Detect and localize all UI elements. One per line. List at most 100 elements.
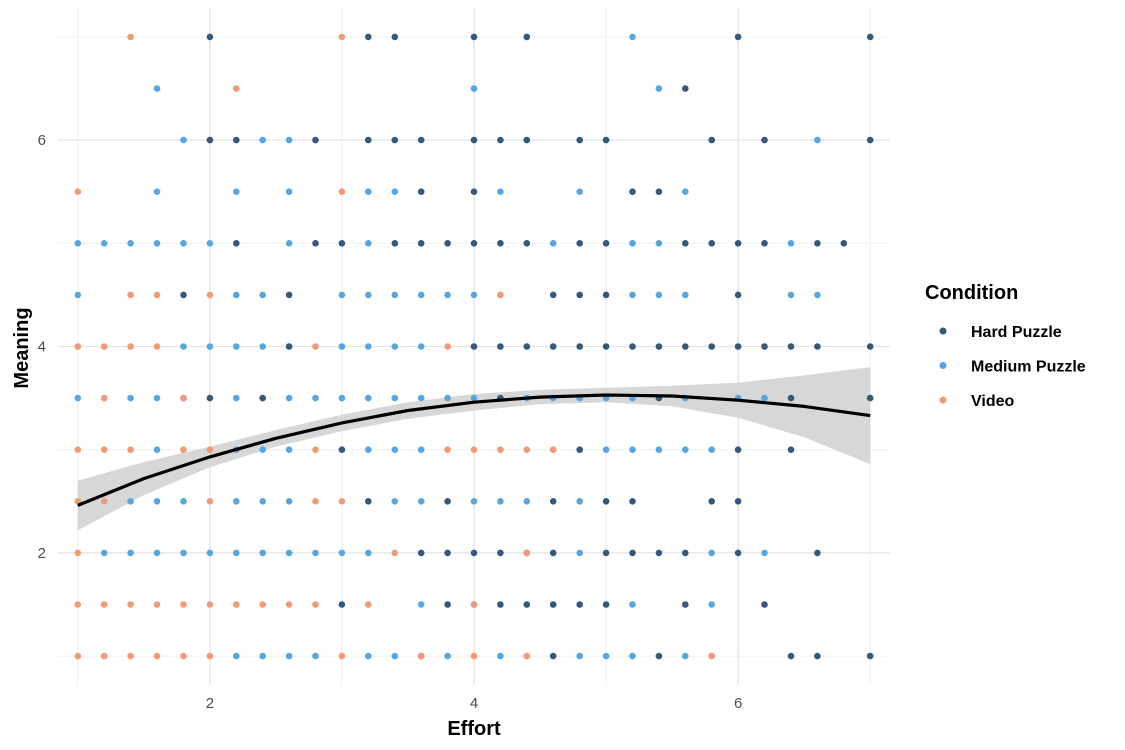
data-point bbox=[470, 652, 478, 660]
data-point bbox=[576, 549, 583, 557]
data-point bbox=[259, 343, 267, 350]
legend-key bbox=[939, 362, 947, 369]
data-point bbox=[100, 549, 108, 557]
data-point bbox=[206, 549, 214, 557]
data-point bbox=[153, 240, 161, 247]
data-point bbox=[602, 549, 610, 557]
data-point bbox=[127, 652, 134, 660]
data-point bbox=[365, 498, 372, 505]
data-point bbox=[312, 446, 319, 454]
data-point bbox=[180, 291, 187, 299]
data-point bbox=[100, 394, 108, 402]
data-point bbox=[127, 498, 134, 505]
data-point bbox=[180, 240, 187, 247]
data-point bbox=[100, 446, 108, 454]
data-point bbox=[814, 652, 821, 660]
data-point bbox=[312, 601, 319, 608]
data-point bbox=[497, 498, 504, 505]
data-point bbox=[787, 394, 795, 402]
data-point bbox=[417, 291, 425, 299]
data-point bbox=[312, 343, 319, 350]
data-point bbox=[497, 601, 504, 608]
data-point bbox=[523, 136, 531, 144]
data-point bbox=[338, 291, 346, 299]
data-point bbox=[417, 498, 425, 505]
data-point bbox=[470, 291, 478, 299]
data-point bbox=[206, 136, 214, 144]
data-point bbox=[682, 549, 689, 557]
data-point bbox=[180, 601, 187, 608]
data-point bbox=[312, 652, 319, 660]
data-point bbox=[497, 188, 504, 195]
data-point bbox=[761, 394, 768, 402]
data-point bbox=[866, 652, 874, 660]
data-point bbox=[127, 549, 134, 557]
data-point bbox=[497, 136, 504, 144]
data-point bbox=[549, 343, 557, 350]
data-point bbox=[74, 343, 82, 350]
data-point bbox=[153, 549, 161, 557]
data-point bbox=[285, 240, 293, 247]
data-point bbox=[180, 498, 187, 505]
series-hard-puzzle bbox=[180, 33, 874, 660]
data-point bbox=[814, 549, 821, 557]
x-tick-label: 4 bbox=[470, 695, 478, 712]
data-point bbox=[74, 601, 82, 608]
data-point bbox=[523, 498, 531, 505]
data-point bbox=[629, 240, 636, 247]
smooth-line-layer bbox=[77, 393, 871, 507]
data-point bbox=[497, 652, 504, 660]
data-point bbox=[444, 446, 451, 454]
data-point bbox=[365, 33, 372, 41]
data-point bbox=[206, 291, 214, 299]
data-point bbox=[338, 394, 346, 402]
data-point bbox=[655, 291, 663, 299]
data-point bbox=[629, 498, 636, 505]
data-point bbox=[497, 343, 504, 350]
x-axis-title: Effort bbox=[447, 718, 501, 740]
data-point bbox=[470, 136, 478, 144]
data-point bbox=[206, 240, 214, 247]
data-point bbox=[233, 652, 240, 660]
data-point bbox=[365, 343, 372, 350]
data-point bbox=[153, 188, 161, 195]
data-point bbox=[708, 240, 715, 247]
data-point bbox=[312, 549, 319, 557]
data-point bbox=[708, 136, 715, 144]
data-point bbox=[127, 240, 134, 247]
data-point bbox=[391, 394, 399, 402]
data-point bbox=[180, 343, 187, 350]
data-point bbox=[417, 601, 425, 608]
data-point bbox=[470, 601, 478, 608]
data-point bbox=[549, 446, 557, 454]
data-point bbox=[153, 652, 161, 660]
data-point bbox=[391, 343, 399, 350]
data-point bbox=[470, 188, 478, 195]
data-point bbox=[259, 652, 267, 660]
data-point bbox=[602, 343, 610, 350]
data-point bbox=[285, 652, 293, 660]
data-point bbox=[365, 240, 372, 247]
data-point bbox=[127, 601, 134, 608]
data-point bbox=[866, 394, 874, 402]
data-point bbox=[233, 343, 240, 350]
data-point bbox=[233, 291, 240, 299]
data-point bbox=[391, 446, 399, 454]
data-point bbox=[338, 343, 346, 350]
data-point bbox=[734, 549, 742, 557]
data-point bbox=[233, 136, 240, 144]
data-point bbox=[365, 394, 372, 402]
data-point bbox=[866, 136, 874, 144]
data-point bbox=[470, 394, 478, 402]
data-point bbox=[470, 549, 478, 557]
series-video bbox=[74, 33, 715, 660]
data-point bbox=[153, 343, 161, 350]
data-point bbox=[127, 291, 134, 299]
data-point bbox=[391, 136, 399, 144]
data-point bbox=[153, 291, 161, 299]
data-point bbox=[338, 549, 346, 557]
smooth-line bbox=[77, 393, 871, 507]
data-point bbox=[153, 85, 161, 92]
data-point bbox=[576, 601, 583, 608]
